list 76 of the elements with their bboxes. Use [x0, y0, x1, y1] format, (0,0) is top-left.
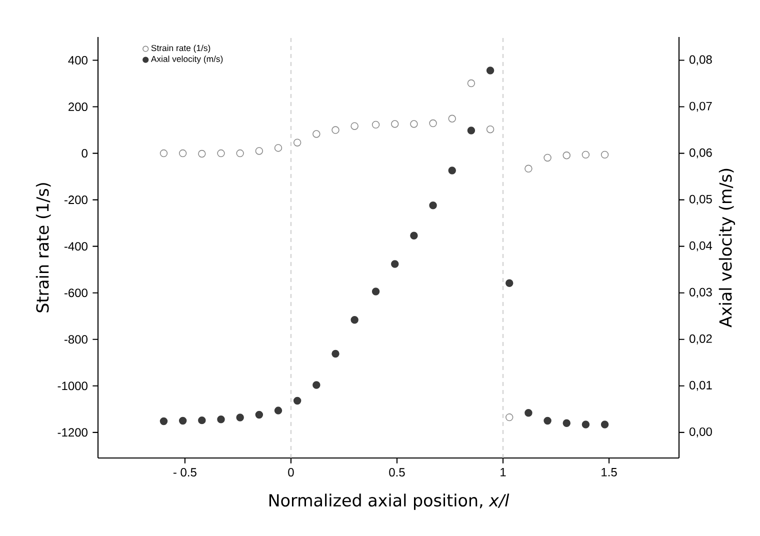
point [217, 149, 225, 158]
x-tick-label: 1 [500, 468, 506, 476]
y-tick-label: -600 [64, 288, 88, 298]
point [217, 416, 225, 424]
point [467, 126, 476, 134]
point [429, 119, 437, 128]
x-tick-label: 1.5 [602, 468, 617, 476]
point [582, 150, 590, 159]
point [506, 413, 514, 422]
point [293, 138, 302, 146]
point [562, 419, 570, 427]
y-tick-label: 200 [68, 102, 88, 112]
point [429, 202, 437, 210]
y-tick-label: 400 [68, 56, 88, 65]
y2-axis-title: Axial velocity (m/s) [718, 168, 736, 328]
point [544, 154, 552, 162]
point [486, 66, 494, 74]
y2-tick-label: 0,03 [690, 288, 712, 298]
point [255, 410, 264, 419]
point [524, 409, 532, 417]
point [178, 416, 187, 425]
y2-tick-label: 0,04 [690, 241, 712, 252]
y2-tick-label: 0,07 [690, 102, 712, 112]
y-tick-label: -800 [64, 335, 88, 344]
point [350, 122, 358, 130]
point [312, 381, 320, 389]
y-tick-label: -200 [64, 196, 88, 204]
point [486, 125, 494, 134]
point [236, 149, 244, 158]
point [198, 150, 206, 158]
point [562, 152, 570, 160]
legend-label: Strain rate (1/s) [151, 44, 210, 53]
point [600, 150, 609, 159]
point [448, 166, 456, 174]
point [178, 149, 187, 158]
point [391, 260, 399, 268]
point [350, 316, 358, 324]
y-tick-label: 0 [82, 149, 88, 158]
x-tick-label: - 0.5 [173, 468, 196, 477]
point [582, 420, 590, 428]
point [255, 147, 264, 155]
point [274, 144, 282, 152]
x-axis-title: Normalized axial position, x/l [269, 494, 510, 510]
y2-tick-label: 0,00 [690, 427, 712, 438]
point [544, 416, 552, 425]
point [236, 414, 244, 422]
y2-tick-label: 0,02 [690, 334, 712, 344]
y2-tick-label: 0,06 [690, 148, 712, 158]
point [467, 79, 476, 88]
point [160, 417, 168, 426]
y-tick-label: -400 [64, 242, 88, 251]
point [274, 406, 282, 414]
y2-tick-label: 0,08 [690, 55, 712, 66]
point [410, 232, 418, 240]
y-tick-label: -1200 [58, 428, 88, 437]
x-tick-label: 0.5 [389, 468, 405, 477]
y2-tick-label: 0,05 [690, 194, 712, 205]
point [391, 120, 399, 128]
point [332, 126, 340, 134]
point [372, 120, 380, 129]
point [524, 164, 532, 173]
point [600, 420, 609, 428]
y-axis-title: Strain rate (1/s) [36, 183, 51, 312]
point [506, 279, 514, 287]
legend-label: Axial velocity (m/s) [150, 56, 223, 64]
point [198, 416, 206, 424]
point [312, 130, 320, 138]
point [410, 120, 418, 128]
point [448, 114, 456, 123]
point [372, 288, 380, 296]
y2-tick-label: 0,01 [690, 380, 712, 391]
point [293, 396, 302, 405]
y-tick-label: -1000 [58, 382, 88, 390]
x-tick-label: 0 [288, 468, 294, 477]
point [160, 149, 168, 158]
point [332, 350, 340, 358]
